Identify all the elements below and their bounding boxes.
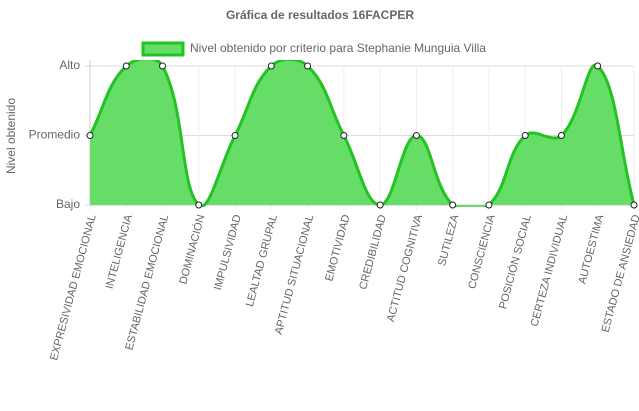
x-tick-label: EMOTIVIDAD <box>323 213 352 282</box>
x-tick-label: LEALTAD GRUPAL <box>244 213 280 308</box>
legend-label: Nivel obtenido por criterio para Stephan… <box>190 41 486 55</box>
area <box>90 60 634 207</box>
plot-area <box>88 60 636 207</box>
y-tick-label: Bajo <box>56 197 80 211</box>
point <box>267 62 275 70</box>
x-tick-label: EXPRESIVIDAD EMOCIONAL <box>48 213 99 361</box>
x-tick-label: ESTABILIDAD EMOCIONAL <box>123 213 171 351</box>
y-axis-label: Nivel obtenido <box>4 98 18 174</box>
point <box>412 132 420 139</box>
point <box>86 132 94 139</box>
point <box>449 201 457 209</box>
x-tick-label: ESTADO DE ANSIEDAD <box>600 213 639 333</box>
point <box>159 62 167 70</box>
point <box>304 62 312 70</box>
x-tick-label: ACTITUD COGNITIVA <box>385 213 425 323</box>
x-tick-label: SUTILEZA <box>436 213 461 268</box>
point <box>485 201 493 209</box>
x-tick-label: IMPULSIVIDAD <box>212 213 244 291</box>
y-tick-label: Alto <box>59 58 80 72</box>
point <box>557 132 565 139</box>
y-tick-label: Promedio <box>29 128 81 142</box>
line <box>88 60 636 207</box>
point <box>340 132 348 139</box>
point <box>630 201 638 209</box>
x-tick-label: AUTOESTIMA <box>576 213 606 286</box>
x-tick-label: CONSCIENCIA <box>466 213 498 291</box>
point <box>231 132 239 139</box>
point <box>195 201 203 209</box>
x-tick-label: CREDIBILIDAD <box>357 213 389 291</box>
legend-swatch <box>141 41 185 57</box>
point <box>594 62 602 70</box>
point <box>122 62 130 70</box>
point <box>521 132 529 139</box>
x-tick-label: DOMINACIÓN <box>176 213 207 285</box>
chart-title: Gráfica de resultados 16FACPER <box>226 8 414 22</box>
x-tick-label: INTELIGENCIA <box>104 213 136 291</box>
x-tick-label: POSICIÓN SOCIAL <box>496 213 534 310</box>
x-tick-label: APTITUD SITUACIONAL <box>273 213 317 335</box>
x-tick-label: CERTEZA INDIVIDUAL <box>529 213 570 328</box>
point <box>376 201 384 209</box>
